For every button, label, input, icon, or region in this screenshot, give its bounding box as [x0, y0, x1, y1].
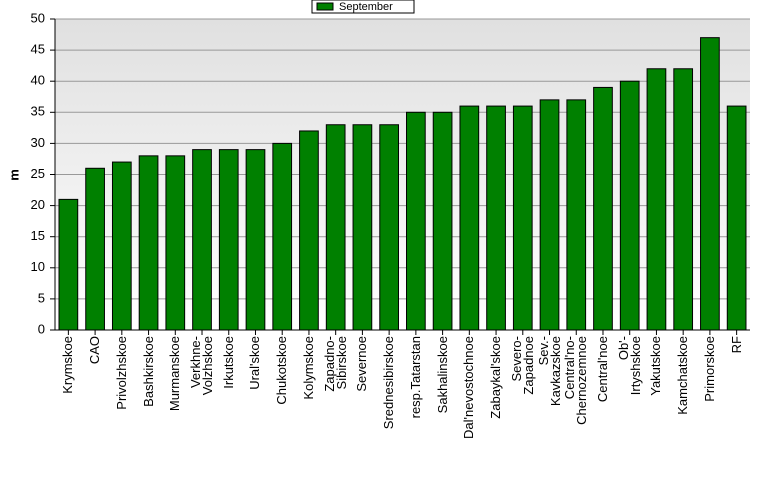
- x-tick-label: Zabaykal'skoe: [488, 336, 504, 419]
- x-tick-label: Dal'nevostochnoe: [461, 336, 477, 439]
- x-tick-label: Privolzhskoe: [113, 336, 129, 410]
- y-tick-label: 30: [31, 135, 45, 150]
- x-tick-label: Ob'- Irtyshskoe: [615, 336, 643, 396]
- bar: [726, 105, 747, 331]
- y-tick-label: 40: [31, 73, 45, 88]
- bar: [406, 111, 426, 331]
- bar: [111, 161, 132, 331]
- x-tick-label: Ural'skoe: [247, 336, 263, 390]
- bar: [700, 37, 720, 331]
- bar: [593, 86, 613, 331]
- x-tick-label: Murmanskoe: [167, 336, 183, 412]
- bar: [85, 167, 105, 331]
- bar: [566, 99, 587, 331]
- y-tick-label: 5: [38, 290, 45, 305]
- bar: [486, 105, 506, 331]
- x-tick-label: resp.Tatarstan: [407, 336, 423, 419]
- legend-swatch: [316, 2, 334, 11]
- x-tick-label: Irkutskoe: [220, 336, 236, 389]
- legend-label: September: [339, 1, 393, 13]
- bar: [165, 155, 186, 331]
- bar: [619, 80, 640, 331]
- bar: [539, 99, 560, 331]
- x-tick-label: Bashkirskoe: [140, 336, 156, 407]
- x-tick-label: RF: [728, 336, 744, 354]
- bar: [432, 111, 453, 331]
- bar: [245, 149, 266, 331]
- x-tick-label: Kolymskoe: [300, 336, 316, 400]
- x-tick-label: Sev.- Kavkazskoe: [535, 336, 563, 407]
- x-tick-label: Verkhne- Volzhskoe: [188, 336, 216, 396]
- x-tick-label: Primorskoe: [701, 336, 717, 402]
- x-tick-label: Chukotskoe: [274, 336, 290, 405]
- bar: [512, 105, 533, 331]
- y-tick-label: 20: [31, 197, 45, 212]
- y-tick-label: 35: [31, 104, 45, 119]
- y-tick-label: 50: [31, 10, 45, 25]
- bar: [138, 155, 159, 331]
- bar: [325, 124, 346, 331]
- bar: [218, 149, 239, 331]
- bar: [352, 124, 373, 331]
- bar: [646, 68, 667, 331]
- bar: [58, 198, 79, 331]
- bar: [673, 68, 694, 331]
- bar: [192, 149, 212, 331]
- bar: [379, 124, 399, 331]
- y-tick-label: 10: [31, 259, 45, 274]
- x-tick-label: Severnoe: [354, 336, 370, 392]
- x-tick-label: Krymskoe: [60, 336, 76, 394]
- legend-box: [311, 0, 415, 14]
- y-tick-label: 15: [31, 228, 45, 243]
- y-axis-label: m: [6, 169, 21, 181]
- x-tick-label: Yakutskoe: [648, 336, 664, 396]
- x-tick-label: Sakhalinskoe: [434, 336, 450, 414]
- x-tick-label: Severo- Zapadnoe: [508, 336, 536, 395]
- bar: [459, 105, 480, 331]
- bar: [299, 130, 319, 331]
- x-tick-label: Central'no- Chernozemnoe: [562, 336, 590, 425]
- y-tick-label: 25: [31, 166, 45, 181]
- y-tick-label: 45: [31, 42, 45, 57]
- x-tick-label: Srednesibirskoe: [381, 336, 397, 430]
- y-tick-label: 0: [38, 321, 45, 336]
- x-tick-label: Zapadno- Sibirskoe: [321, 336, 349, 392]
- bar: [272, 142, 293, 331]
- x-tick-label: CAO: [87, 336, 103, 365]
- x-tick-label: Central'noe: [594, 336, 610, 403]
- x-tick-label: Kamchatskoe: [675, 336, 691, 415]
